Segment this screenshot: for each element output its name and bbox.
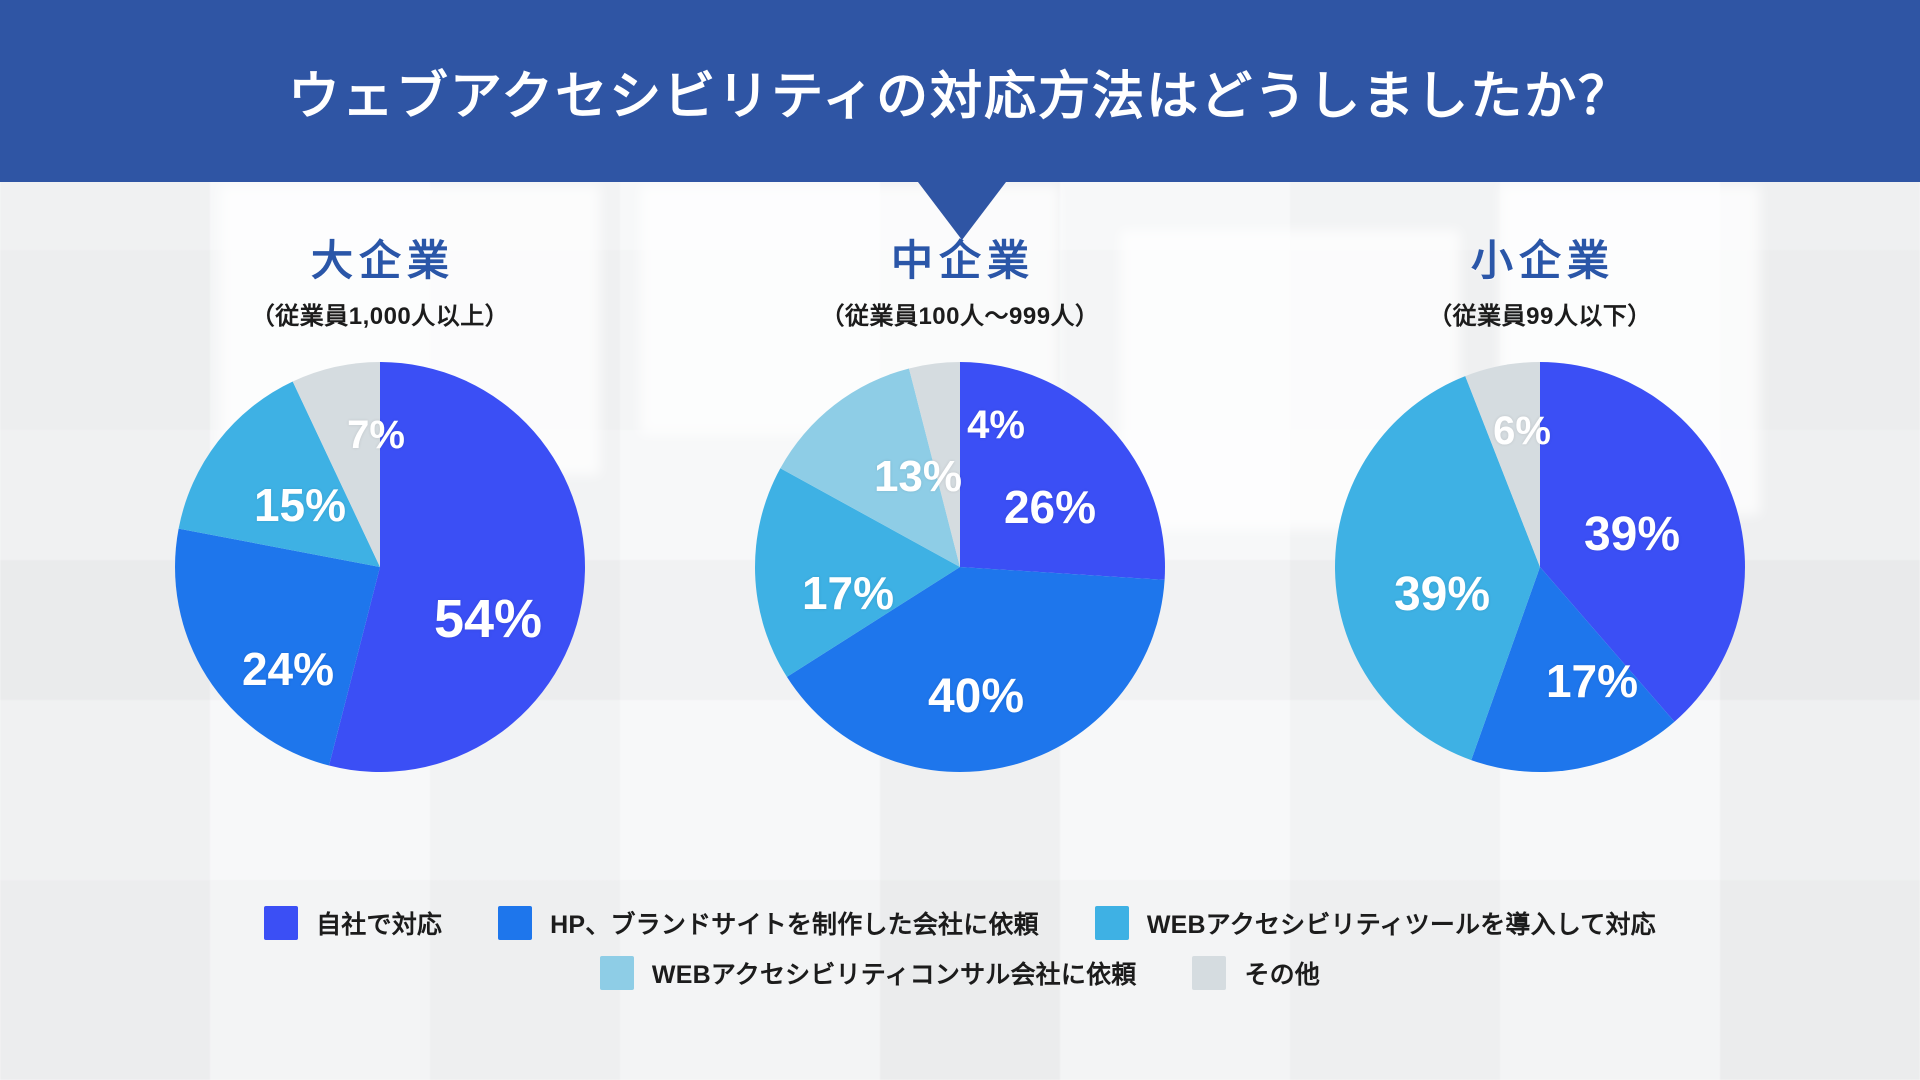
legend-label: その他 [1244,961,1321,989]
pie-slice-label: 24% [241,643,335,695]
pie-slice-label: 54% [433,589,543,649]
pie-slice [1471,567,1675,772]
chart-subheading: （従業員100人〜999人） [820,303,1100,330]
legend-item-tool[interactable]: WEBアクセシビリティツールを導入して対応 [1094,905,1656,941]
pie-slice [1465,362,1540,567]
legend-swatch-icon [599,956,634,990]
legend-row: WEBアクセシビリティコンサル会社に依頼 その他 [599,955,1320,991]
chart-heading: 小企業 [1470,237,1615,284]
pie-chart: 54% 24% 15% 7% [170,357,590,777]
pie-slice-label: 15% [253,479,347,531]
legend-label: WEBアクセシビリティコンサル会社に依頼 [651,961,1137,989]
chart-subheading: （従業員1,000人以上） [250,303,510,330]
pie-slice-label: 4% [967,403,1025,447]
pie-slice-label: 39% [1393,568,1491,621]
legend-label: 自社で対応 [316,911,443,939]
chart-block-3: 小企業 （従業員99人以下） 39% 17% 39% 6% [1250,215,1830,777]
pie-slice-label: 17% [801,567,895,619]
page-title: ウェブアクセシビリティの対応方法はどうしましたか？ [287,67,1633,126]
legend-row: 自社で対応 HP、ブランドサイトを制作した会社に依頼 WEBアクセシビリティツールを… [264,905,1656,941]
legend-label: HP、ブランドサイトを制作した会社に依頼 [550,911,1039,939]
triangle-down-icon [918,182,1006,240]
legend-item-self[interactable]: 自社で対応 [264,905,442,941]
pie-slice-label: 26% [1003,481,1097,533]
pie-slice-label: 39% [1583,508,1681,561]
legend-swatch-icon [498,906,533,940]
pie-slice-label: 40% [927,670,1025,723]
chart-subheading: （従業員99人以下） [1428,303,1652,330]
pie-slice [175,528,380,766]
legend-item-consult[interactable]: WEBアクセシビリティコンサル会社に依頼 [599,955,1137,991]
pie-slice [1335,376,1540,761]
pie-slice [292,362,380,567]
chart-block-2: 中企業 （従業員100人〜999人） 26% 40% 17% 13% 4% [670,215,1250,777]
pie-slice [960,362,1165,580]
legend-swatch-icon [264,906,299,940]
legend-swatch-icon [1094,906,1129,940]
pie-slice [755,468,960,677]
pie-chart: 39% 17% 39% 6% [1330,357,1750,777]
legend: 自社で対応 HP、ブランドサイトを制作した会社に依頼 WEBアクセシビリティツールを… [0,905,1920,991]
legend-item-other[interactable]: その他 [1192,955,1320,991]
charts-row: 大企業 （従業員1,000人以上） 54% 24% 15% 7% 中企業 （従業員100人〜9… [0,215,1920,895]
pie-slice [178,381,380,567]
pie-slice [780,368,960,567]
header-banner: ウェブアクセシビリティの対応方法はどうしましたか？ [0,0,1920,182]
chart-block-1: 大企業 （従業員1,000人以上） 54% 24% 15% 7% [90,215,670,777]
pie-slice-label: 13% [873,452,963,501]
pie-slice-label: 6% [1493,409,1551,453]
chart-heading: 大企業 [310,237,455,284]
pie-slice-label: 17% [1545,655,1639,707]
pie-slice [1540,362,1745,722]
legend-swatch-icon [1192,956,1227,990]
legend-item-agency[interactable]: HP、ブランドサイトを制作した会社に依頼 [498,905,1039,941]
legend-label: WEBアクセシビリティツールを導入して対応 [1146,911,1656,939]
pie-slice [786,567,1165,773]
pie-slice [329,362,585,772]
chart-heading: 中企業 [890,237,1035,284]
pie-slice [909,362,960,567]
pie-chart: 26% 40% 17% 13% 4% [750,357,1170,777]
pie-slice-label: 7% [347,413,405,457]
